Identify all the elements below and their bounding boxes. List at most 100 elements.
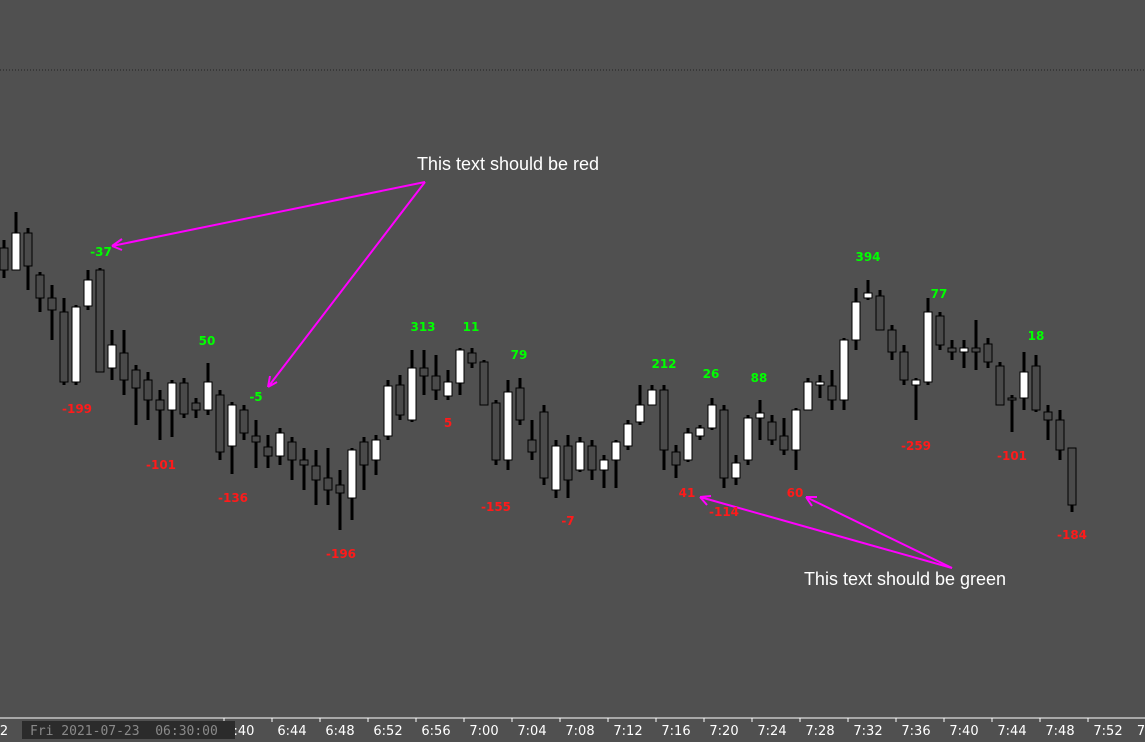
candle-body bbox=[11, 232, 21, 271]
candle-body bbox=[59, 311, 69, 383]
candle-body bbox=[659, 389, 669, 451]
delta-label: -196 bbox=[326, 547, 356, 561]
candle-body bbox=[407, 367, 417, 421]
candle-body bbox=[707, 404, 717, 429]
candle-body bbox=[1043, 411, 1053, 421]
candle-body bbox=[719, 409, 729, 479]
candle-body bbox=[443, 381, 453, 397]
delta-label: 60 bbox=[787, 486, 804, 500]
candle-body bbox=[815, 381, 825, 386]
annotation: This text should be green bbox=[804, 569, 1006, 589]
delta-label: -37 bbox=[90, 245, 112, 259]
candle-body bbox=[419, 367, 429, 377]
time-label: 7:16 bbox=[661, 724, 690, 739]
candle-body bbox=[863, 292, 873, 299]
time-axis: 2:40 6:44 6:48 6:52 6:56 7:00 7:04 7:08 7:12 7:16… bbox=[0, 718, 1145, 739]
delta-label: -101 bbox=[997, 449, 1027, 463]
delta-label: 50 bbox=[199, 334, 216, 348]
annotation: This text should be red bbox=[417, 154, 599, 174]
candle-body bbox=[983, 343, 993, 363]
candle-body bbox=[287, 441, 297, 461]
candle-body bbox=[923, 311, 933, 383]
time-label: 7:24 bbox=[757, 724, 786, 739]
candle-body bbox=[551, 445, 561, 491]
candle-body bbox=[359, 441, 369, 466]
time-label: 7:20 bbox=[709, 724, 738, 739]
candle-body bbox=[347, 449, 357, 499]
candle-body bbox=[1055, 419, 1065, 451]
time-label: 6:56 bbox=[421, 724, 450, 739]
candle-body bbox=[875, 295, 885, 331]
candle-body bbox=[911, 379, 921, 386]
candle-body bbox=[395, 384, 405, 416]
delta-label: 11 bbox=[463, 320, 480, 334]
delta-label: 313 bbox=[410, 320, 435, 334]
candle-body bbox=[83, 279, 93, 307]
candle-body bbox=[1031, 365, 1041, 411]
delta-label: -114 bbox=[709, 505, 739, 519]
arrows bbox=[111, 181, 953, 569]
candle-body bbox=[71, 306, 81, 383]
delta-labels: -37 50 -5 313 11 79 212 26 88 394 77 18 -199 -101 -136… bbox=[62, 245, 1087, 561]
candle-body bbox=[467, 352, 477, 364]
candle-body bbox=[731, 462, 741, 479]
candle-body bbox=[767, 421, 777, 441]
delta-label: 26 bbox=[703, 367, 720, 381]
candle-body bbox=[851, 301, 861, 341]
delta-label: -7 bbox=[561, 514, 574, 528]
candle-body bbox=[335, 484, 345, 494]
time-label: 2 bbox=[0, 724, 8, 739]
candle-body bbox=[107, 344, 117, 369]
delta-label: -155 bbox=[481, 500, 511, 514]
candle-body bbox=[155, 399, 165, 411]
candle-body bbox=[311, 465, 321, 481]
candle-body bbox=[203, 381, 213, 411]
time-label: 6:48 bbox=[325, 724, 354, 739]
time-label: 7:28 bbox=[805, 724, 834, 739]
time-label: 7 bbox=[1137, 724, 1145, 739]
delta-label: 88 bbox=[751, 371, 768, 385]
candle-body bbox=[119, 352, 129, 381]
delta-label: -5 bbox=[249, 390, 262, 404]
candle-body bbox=[671, 451, 681, 466]
candle-body bbox=[179, 382, 189, 415]
candle-body bbox=[695, 427, 705, 437]
candle-body bbox=[599, 459, 609, 471]
delta-label: 212 bbox=[651, 357, 676, 371]
time-label: 7:40 bbox=[949, 724, 978, 739]
delta-label: 41 bbox=[679, 486, 696, 500]
candle-body bbox=[623, 423, 633, 447]
candle-body bbox=[1019, 371, 1029, 399]
candle-body bbox=[323, 477, 333, 491]
candle-body bbox=[959, 347, 969, 353]
candle-body bbox=[587, 445, 597, 471]
candle-body bbox=[791, 409, 801, 451]
time-label: 7:08 bbox=[565, 724, 594, 739]
candle-body bbox=[935, 315, 945, 346]
candle-body bbox=[527, 439, 537, 453]
candle-body bbox=[383, 385, 393, 437]
candle-body bbox=[827, 385, 837, 401]
candle-body bbox=[191, 402, 201, 411]
date-label: Fri 2021-07-23 06:30:00 bbox=[30, 724, 218, 739]
candle-body bbox=[47, 297, 57, 311]
time-label: 6:44 bbox=[277, 724, 306, 739]
candle-body bbox=[143, 379, 153, 401]
candle-body bbox=[167, 382, 177, 411]
candles bbox=[0, 212, 1077, 530]
candle-body bbox=[779, 435, 789, 451]
candle-body bbox=[563, 445, 573, 481]
candle-body bbox=[899, 351, 909, 381]
candle-body bbox=[1007, 397, 1017, 401]
candle-body bbox=[131, 369, 141, 389]
delta-label: 79 bbox=[511, 348, 528, 362]
time-label: :40 bbox=[234, 724, 255, 739]
delta-label: -136 bbox=[218, 491, 248, 505]
time-label: 7:00 bbox=[469, 724, 498, 739]
delta-label: -101 bbox=[146, 458, 176, 472]
candle-body bbox=[35, 274, 45, 299]
candle-body bbox=[635, 404, 645, 423]
candle-body bbox=[539, 411, 549, 479]
